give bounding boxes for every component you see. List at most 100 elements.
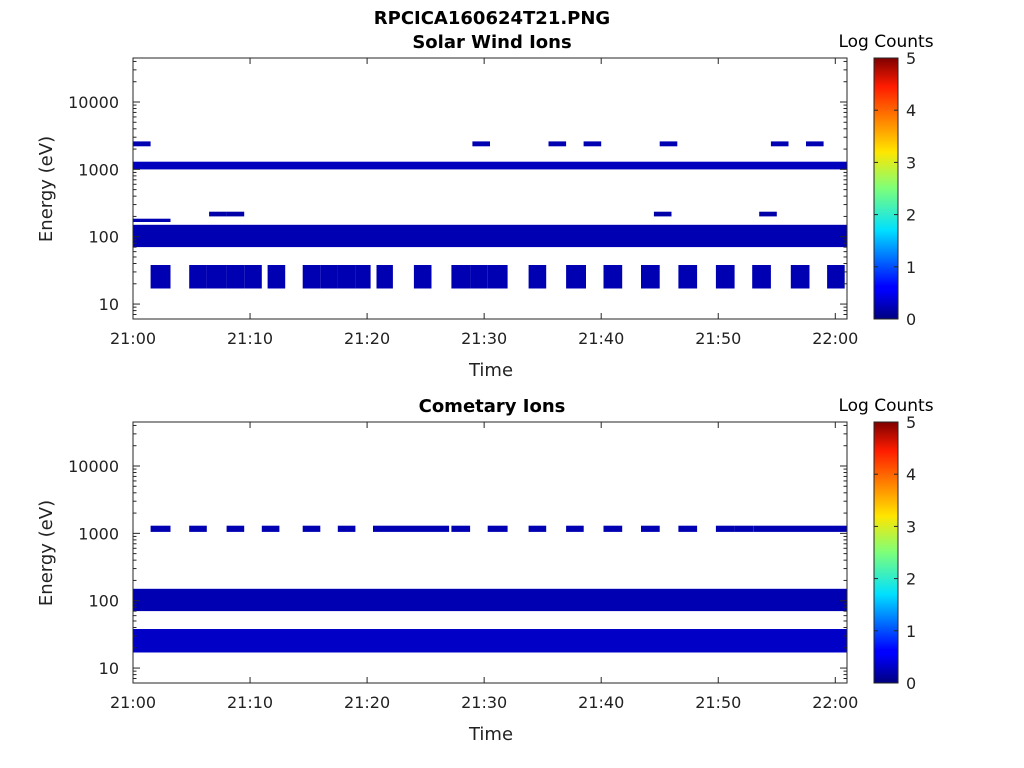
- spectrogram-cell: [413, 265, 432, 289]
- spectrogram-cell: [653, 211, 672, 217]
- spectrogram-cell: [603, 265, 623, 289]
- colorbar-label: Log Counts: [838, 396, 933, 416]
- y-tick-label: 10: [99, 295, 119, 314]
- colorbar-tick-label: 1: [906, 258, 916, 277]
- colorbar-tick-label: 5: [906, 413, 916, 432]
- spectrogram-cell: [390, 525, 432, 532]
- spectrogram-cell: [641, 265, 660, 289]
- spectrogram-cell: [678, 265, 698, 289]
- spectrogram-cell: [790, 265, 810, 289]
- spectrogram-cell: [770, 141, 789, 147]
- spectrogram-cell: [133, 141, 151, 147]
- x-tick-label: 22:00: [812, 329, 858, 348]
- solar-wind-panel: Solar Wind Ions 21:00 21:10 21:20 21:30 21:4…: [36, 32, 858, 381]
- spectrogram-cell: [734, 525, 754, 532]
- spectrogram-cell: [320, 265, 338, 289]
- spectrogram-cell: [451, 265, 471, 289]
- spectrogram-cell: [189, 265, 207, 289]
- y-tick-label: 1000: [78, 524, 119, 543]
- colorbar-solar-wind: Log Counts 0 1 2 3 4 5: [838, 32, 933, 329]
- colorbar-tick-label: 5: [906, 49, 916, 68]
- colorbar-label: Log Counts: [838, 32, 933, 52]
- spectrogram-cell: [261, 525, 280, 532]
- axis-ticks-solar-wind: 21:00 21:10 21:20 21:30 21:40 21:50 22:00 10 100…: [68, 58, 858, 348]
- spectrogram-cells-solar-wind: [133, 141, 847, 289]
- y-tick-label: 10: [99, 659, 119, 678]
- spectrogram-cell: [267, 265, 286, 289]
- x-tick-label: 21:30: [461, 693, 507, 712]
- x-tick-label: 21:30: [461, 329, 507, 348]
- x-tick-label: 21:10: [227, 329, 273, 348]
- spectrogram-cell: [189, 525, 207, 532]
- spectrogram-cell: [566, 265, 586, 289]
- y-axis-label-cometary: Energy (eV): [36, 500, 57, 606]
- spectrogram-cell: [302, 265, 321, 289]
- cometary-panel: Cometary Ions 21:00 21:10 21:20 21:30 21:40 2…: [36, 396, 858, 745]
- colorbar-tick-label: 0: [906, 310, 916, 329]
- spectrogram-cell: [373, 525, 391, 532]
- colorbar-tick-label: 2: [906, 206, 916, 225]
- spectrogram-cell: [603, 525, 623, 532]
- spectrogram-cell: [566, 525, 584, 532]
- spectrogram-cell: [451, 525, 471, 532]
- x-axis-label-cometary: Time: [468, 724, 513, 745]
- spectrogram-cell: [226, 211, 245, 217]
- y-tick-label: 10000: [68, 93, 119, 112]
- spectrogram-cell: [355, 265, 371, 289]
- colorbar-cometary: Log Counts 0 1 2 3 4 5: [838, 396, 933, 693]
- spectrogram-cell: [715, 265, 735, 289]
- colorbar-gradient: [873, 421, 899, 684]
- spectrogram-cell: [150, 525, 171, 532]
- colorbar-tick-label: 3: [906, 517, 916, 536]
- spectrogram-cell: [226, 525, 245, 532]
- x-tick-label: 21:20: [344, 329, 390, 348]
- spectrogram-cell: [752, 265, 771, 289]
- y-tick-label: 100: [88, 592, 119, 611]
- colorbar-tick-label: 1: [906, 622, 916, 641]
- panel-title-cometary: Cometary Ions: [419, 396, 566, 417]
- spectrogram-cell: [226, 265, 245, 289]
- axis-ticks-cometary: 21:00 21:10 21:20 21:30 21:40 21:50 22:00 10 100…: [68, 422, 858, 712]
- x-tick-label: 21:50: [695, 329, 741, 348]
- spectrogram-cell: [472, 141, 490, 147]
- colorbar-gradient: [873, 57, 899, 320]
- spectrogram-cell: [753, 525, 789, 532]
- spectrogram-cell: [641, 525, 660, 532]
- spectrogram-cell: [659, 141, 678, 147]
- spectrogram-cell: [431, 525, 450, 532]
- spectrogram-cell: [133, 224, 847, 248]
- colorbar-tick-label: 4: [906, 101, 916, 120]
- colorbar-ticks: 0 1 2 3 4 5: [874, 49, 916, 329]
- x-tick-label: 21:00: [110, 693, 156, 712]
- spectrogram-cell: [487, 265, 508, 289]
- colorbar-tick-label: 4: [906, 465, 916, 484]
- colorbar-tick-label: 3: [906, 153, 916, 172]
- spectrogram-cell: [528, 265, 547, 289]
- spectrogram-cell: [806, 141, 824, 147]
- plot-frame-solar-wind: [132, 57, 848, 320]
- spectrogram-cell: [376, 265, 393, 289]
- figure-title: RPCICA160624T21.PNG: [374, 8, 610, 29]
- x-tick-label: 21:00: [110, 329, 156, 348]
- spectrogram-cell: [337, 265, 356, 289]
- colorbar-tick-label: 0: [906, 674, 916, 693]
- spectrogram-cell: [528, 525, 547, 532]
- colorbar-tick-label: 2: [906, 570, 916, 589]
- y-tick-label: 10000: [68, 457, 119, 476]
- panel-title-solar-wind: Solar Wind Ions: [412, 32, 571, 53]
- x-tick-label: 21:20: [344, 693, 390, 712]
- spectrogram-cell: [827, 265, 845, 289]
- y-axis-label-solar-wind: Energy (eV): [36, 136, 57, 242]
- x-tick-label: 21:40: [578, 329, 624, 348]
- spectrogram-cell: [548, 141, 567, 147]
- spectrogram-cell: [337, 525, 356, 532]
- spectrogram-cell: [487, 525, 508, 532]
- spectrogram-cell: [788, 525, 847, 532]
- spectrogram-cell: [133, 161, 847, 170]
- colorbar-ticks: 0 1 2 3 4 5: [874, 413, 916, 693]
- spectrogram-cell: [470, 265, 488, 289]
- spectrogram-cell: [302, 525, 321, 532]
- spectrogram-cell: [583, 141, 602, 147]
- spectrogram-cell: [759, 211, 777, 217]
